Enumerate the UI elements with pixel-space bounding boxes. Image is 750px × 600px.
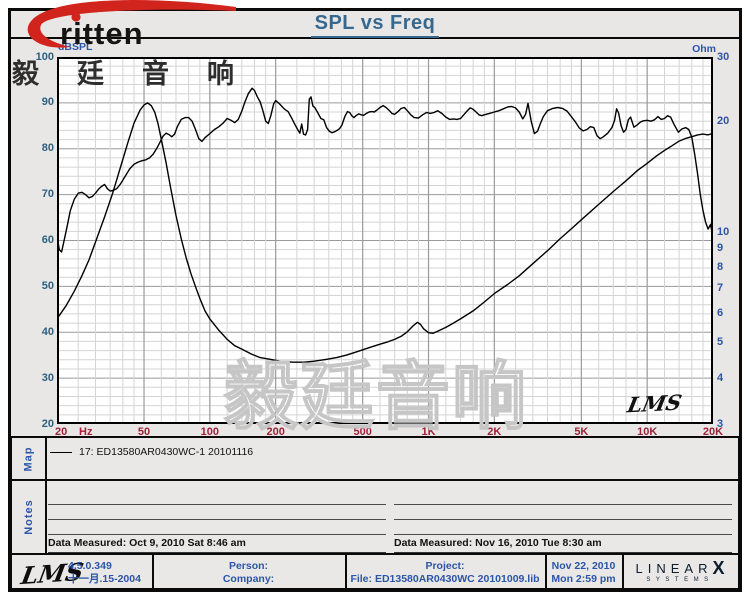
notes-panel-label: Notes xyxy=(22,499,35,535)
version-date: 十一月.15-2004 xyxy=(68,573,141,585)
page-title-text: SPL vs Freq xyxy=(310,12,440,38)
left-axis-tick: 40 xyxy=(41,325,54,338)
x-axis-tick: 2K xyxy=(487,426,502,438)
note-line xyxy=(48,519,386,520)
right-axis-tick: 4 xyxy=(717,371,724,384)
lms-corner-mark: LMS xyxy=(625,389,684,418)
left-axis-title: dBSPL xyxy=(58,41,93,53)
right-axis-title: Ohm xyxy=(692,43,716,55)
brand-i-dot-icon xyxy=(71,12,81,22)
x-axis-tick: 200 xyxy=(266,426,285,438)
right-axis-tick: 7 xyxy=(717,282,724,295)
x-axis-tick: 50 xyxy=(137,426,151,438)
left-axis-tick: 100 xyxy=(35,50,54,63)
spl-curve xyxy=(57,87,713,253)
x-axis-tick: 100 xyxy=(200,426,219,438)
legend-line-swatch xyxy=(50,451,72,453)
version-text: 4.5.0.349 xyxy=(68,560,112,572)
x-unit-label: Hz xyxy=(79,426,93,438)
linearx-logo-primary: LINEAR xyxy=(635,561,713,576)
footer-bar: LMS 4.5.0.349 十一月.15-2004 Person: Compan… xyxy=(10,553,740,590)
brand-logo-text: ritten xyxy=(60,16,144,51)
page-title: SPL vs Freq xyxy=(0,12,750,38)
company-label: Company: xyxy=(222,573,275,585)
right-axis-tick: 20 xyxy=(717,115,730,128)
right-axis-tick: 5 xyxy=(717,336,724,349)
left-axis-tick: 90 xyxy=(41,96,54,109)
note-line xyxy=(48,534,386,535)
notes-panel: Notes Data Measured: Oct 9, 2010 Sat 8:4… xyxy=(10,479,740,555)
note-caption: Data Measured: Oct 9, 2010 Sat 8:46 am xyxy=(48,537,386,553)
x-axis-tick: 500 xyxy=(353,426,372,438)
person-label: Person: xyxy=(228,560,269,572)
note-line xyxy=(394,504,732,505)
x-axis-tick: 1K xyxy=(421,426,436,438)
notes-panel-label-col: Notes xyxy=(12,481,47,553)
plot-area xyxy=(57,57,713,424)
left-axis-tick: 80 xyxy=(41,142,54,155)
footer-divider xyxy=(345,555,347,588)
left-axis-tick: 60 xyxy=(41,234,54,246)
brand-logo: ritten xyxy=(10,0,242,54)
project-label: Project: xyxy=(425,560,465,572)
plot-border xyxy=(57,57,713,424)
map-panel-label-col: Map xyxy=(12,438,47,479)
linearx-logo: LINEARX SYSTEMS xyxy=(622,558,738,584)
linearx-logo-x: X xyxy=(712,558,725,578)
map-panel-label: Map xyxy=(22,446,35,471)
right-axis-tick: 6 xyxy=(717,307,724,320)
right-axis-tick: 3 xyxy=(717,417,724,430)
x-axis-tick: 10K xyxy=(637,426,658,438)
left-axis-tick: 50 xyxy=(41,279,54,292)
legend-entry: 17: ED13580AR0430WC-1 20101116 xyxy=(50,446,253,458)
note-line xyxy=(394,519,732,520)
notes-column: Data Measured: Oct 9, 2010 Sat 8:46 am xyxy=(48,481,386,553)
note-line xyxy=(394,534,732,535)
x-axis-tick: 20 xyxy=(55,426,68,438)
map-panel: Map 17: ED13580AR0430WC-1 20101116 xyxy=(10,436,740,481)
right-axis-tick: 30 xyxy=(717,50,730,63)
footer-divider xyxy=(622,555,624,588)
left-axis-tick: 30 xyxy=(41,371,54,384)
right-axis-tick: 9 xyxy=(717,242,724,255)
legend-text: 17: ED13580AR0430WC-1 20101116 xyxy=(79,446,254,458)
footer-date: Nov 22, 2010 xyxy=(551,560,616,572)
footer-divider xyxy=(152,555,154,588)
right-axis-tick: 8 xyxy=(717,261,724,274)
notes-column: Data Measured: Nov 16, 2010 Tue 8:30 am xyxy=(394,481,732,553)
linearx-logo-secondary: SYSTEMS xyxy=(646,577,714,583)
x-axis-tick: 20K xyxy=(702,426,724,438)
company-name: 毅廷音响 xyxy=(12,59,272,89)
left-axis-tick: 20 xyxy=(41,417,54,430)
title-separator xyxy=(11,37,739,39)
footer-divider xyxy=(545,555,547,588)
footer-time: Mon 2:59 pm xyxy=(551,573,616,585)
note-line xyxy=(48,504,386,505)
x-axis-tick: 5K xyxy=(574,426,589,438)
left-axis-tick: 70 xyxy=(41,188,54,201)
brand-swoosh-icon xyxy=(27,0,236,48)
right-axis-tick: 10 xyxy=(717,225,730,238)
impedance-curve xyxy=(57,102,713,363)
note-caption: Data Measured: Nov 16, 2010 Tue 8:30 am xyxy=(394,537,732,553)
file-label: File: ED13580AR0430WC 20101009.lib xyxy=(350,573,540,585)
